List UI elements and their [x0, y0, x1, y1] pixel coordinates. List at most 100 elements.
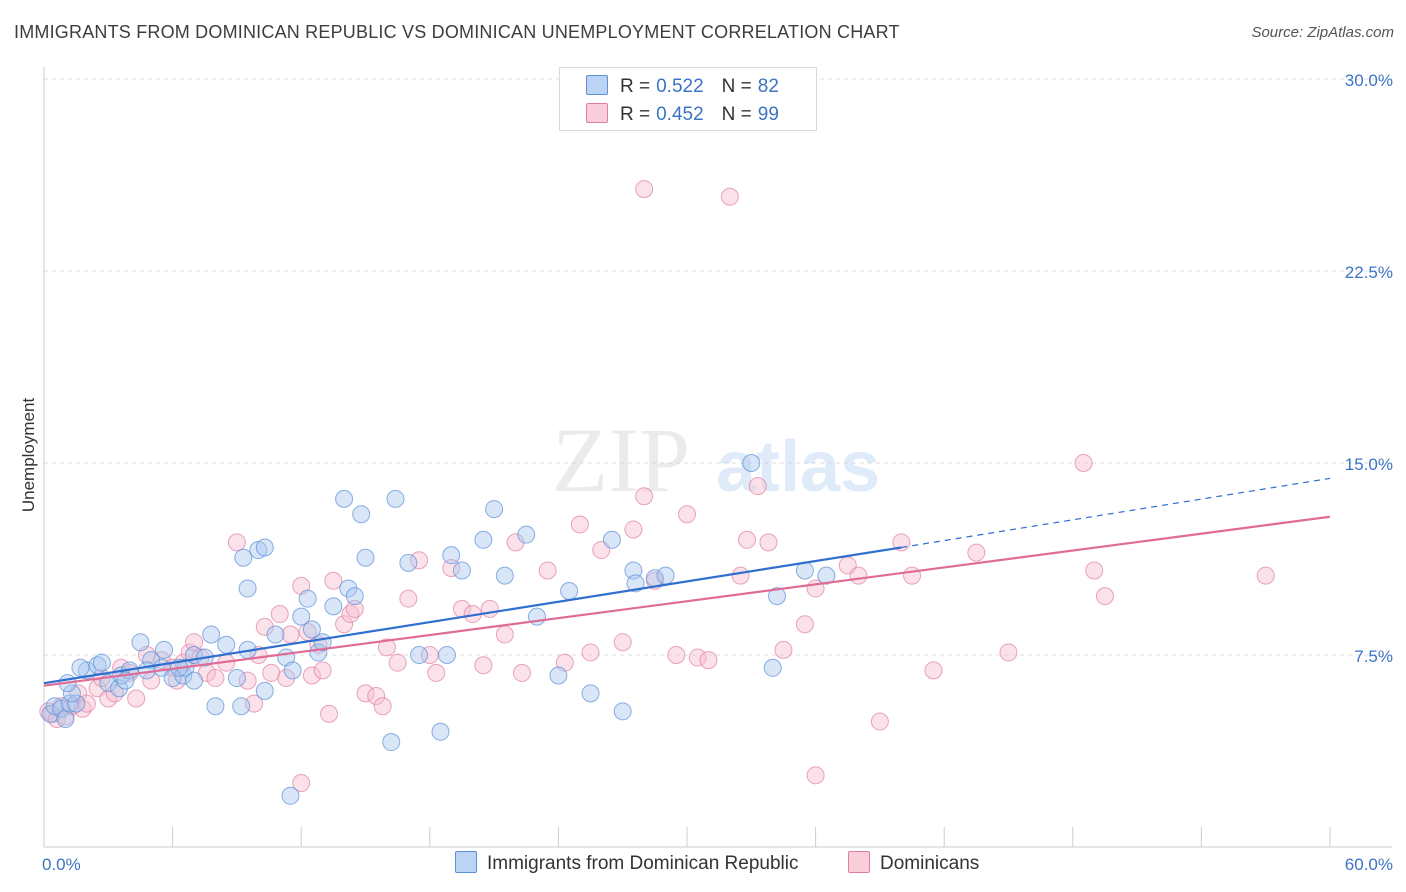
immigrants-points [41, 454, 836, 805]
x-tick-label: 60.0% [1345, 855, 1393, 874]
dominicans-point [999, 643, 1018, 662]
immigrants-point [560, 582, 579, 600]
immigrants-point [817, 566, 836, 585]
immigrants-point [92, 653, 111, 672]
immigrants-point [602, 530, 621, 549]
bottom-legend-swatch-pink [848, 851, 870, 873]
immigrants-point [142, 651, 161, 670]
dominicans-point [427, 663, 446, 682]
legend-row-pink: R = 0.452 N = 99 [586, 103, 779, 125]
dominicans-point [367, 686, 386, 705]
dominicans-point [748, 477, 767, 496]
dominicans-point [506, 533, 525, 552]
trend-lines [43, 477, 1331, 687]
legend-swatch-pink [586, 103, 608, 123]
immigrants-point [131, 633, 150, 652]
immigrants-point [742, 454, 761, 472]
watermark-zip: ZIP [552, 409, 690, 511]
dominicans-point [474, 656, 493, 675]
legend-row-blue: R = 0.522 N = 82 [586, 75, 779, 97]
dominicans-point [967, 543, 986, 562]
immigrants-point [356, 548, 375, 567]
immigrants-point [763, 658, 782, 677]
dominicans-point [613, 633, 632, 652]
dominicans-point [720, 187, 739, 206]
immigrants-point [386, 489, 405, 508]
immigrants-point [517, 525, 536, 544]
dominicans-point [238, 671, 257, 690]
dominicans-point [635, 487, 654, 506]
dominicans-point [335, 615, 354, 634]
immigrants-point [281, 786, 300, 805]
immigrants-trend-line [43, 546, 902, 685]
immigrants-point [335, 489, 354, 508]
immigrants-point [202, 625, 221, 644]
dominicans-point [903, 566, 922, 585]
dominicans-point [635, 180, 654, 199]
dominicans-point [255, 617, 274, 636]
immigrants-point [206, 697, 225, 716]
dominicans-point [699, 651, 718, 670]
dominicans-point [399, 589, 418, 608]
immigrants-point [485, 500, 504, 519]
dominicans-point [356, 684, 375, 703]
immigrants-point [298, 589, 317, 608]
source-label: Source: ZipAtlas.com [1251, 24, 1394, 41]
immigrants-point [185, 671, 204, 690]
immigrants-point [238, 579, 257, 598]
dominicans-point [277, 669, 296, 688]
dominicans-point [480, 599, 499, 618]
dominicans-point [795, 615, 814, 634]
immigrants-point [768, 587, 787, 606]
dominicans-point [270, 605, 289, 624]
immigrants-point [292, 607, 311, 626]
dominicans-point [512, 663, 531, 682]
dominicans-point [1074, 454, 1093, 472]
immigrants-point [442, 546, 461, 565]
dominicans-point [302, 666, 321, 685]
y-tick-label: 30.0% [1345, 71, 1393, 90]
dominicans-point [759, 533, 778, 552]
legend-n-value: 82 [757, 76, 779, 97]
dominicans-point [924, 661, 943, 680]
immigrants-point [382, 733, 401, 752]
watermark: ZIP atlas [552, 409, 880, 511]
dominicans-point [1095, 587, 1114, 606]
dominicans-point [538, 561, 557, 580]
dominicans-point [410, 551, 429, 570]
immigrants-point [302, 620, 321, 639]
immigrants-point [71, 658, 90, 677]
immigrants-point [613, 702, 632, 721]
bottom-legend-swatch-blue [455, 851, 477, 873]
immigrants-point [345, 587, 364, 606]
dominicans-point [849, 566, 868, 585]
dominicans-point [185, 633, 204, 652]
dominicans-point [442, 558, 461, 577]
immigrants-point [339, 579, 358, 598]
immigrants-point [431, 722, 450, 741]
immigrants-point [217, 635, 236, 654]
immigrants-point [234, 548, 253, 567]
immigrants-point [67, 694, 86, 713]
legend-n-value: 99 [757, 104, 779, 125]
dominicans-point [320, 704, 339, 723]
dominicans-point [281, 625, 300, 644]
legend-r-label: R = [620, 104, 651, 125]
dominicans-point [738, 530, 757, 549]
dominicans-point [206, 669, 225, 688]
immigrants-point [324, 597, 343, 616]
dominicans-point [373, 697, 392, 716]
immigrants-point [437, 646, 456, 664]
dominicans-point [774, 640, 793, 659]
dominicans-point [678, 505, 696, 524]
y-tick-label: 22.5% [1345, 263, 1393, 282]
bottom-legend-label-blue: Immigrants from Dominican Republic [487, 853, 799, 874]
legend-swatch-blue [586, 75, 608, 95]
immigrants-point [410, 646, 429, 664]
y-tick-label: 7.5% [1354, 647, 1393, 666]
immigrants-point [283, 661, 302, 680]
dominicans-point [1256, 566, 1275, 585]
immigrants-point [352, 505, 371, 524]
dominicans-point [388, 653, 407, 672]
